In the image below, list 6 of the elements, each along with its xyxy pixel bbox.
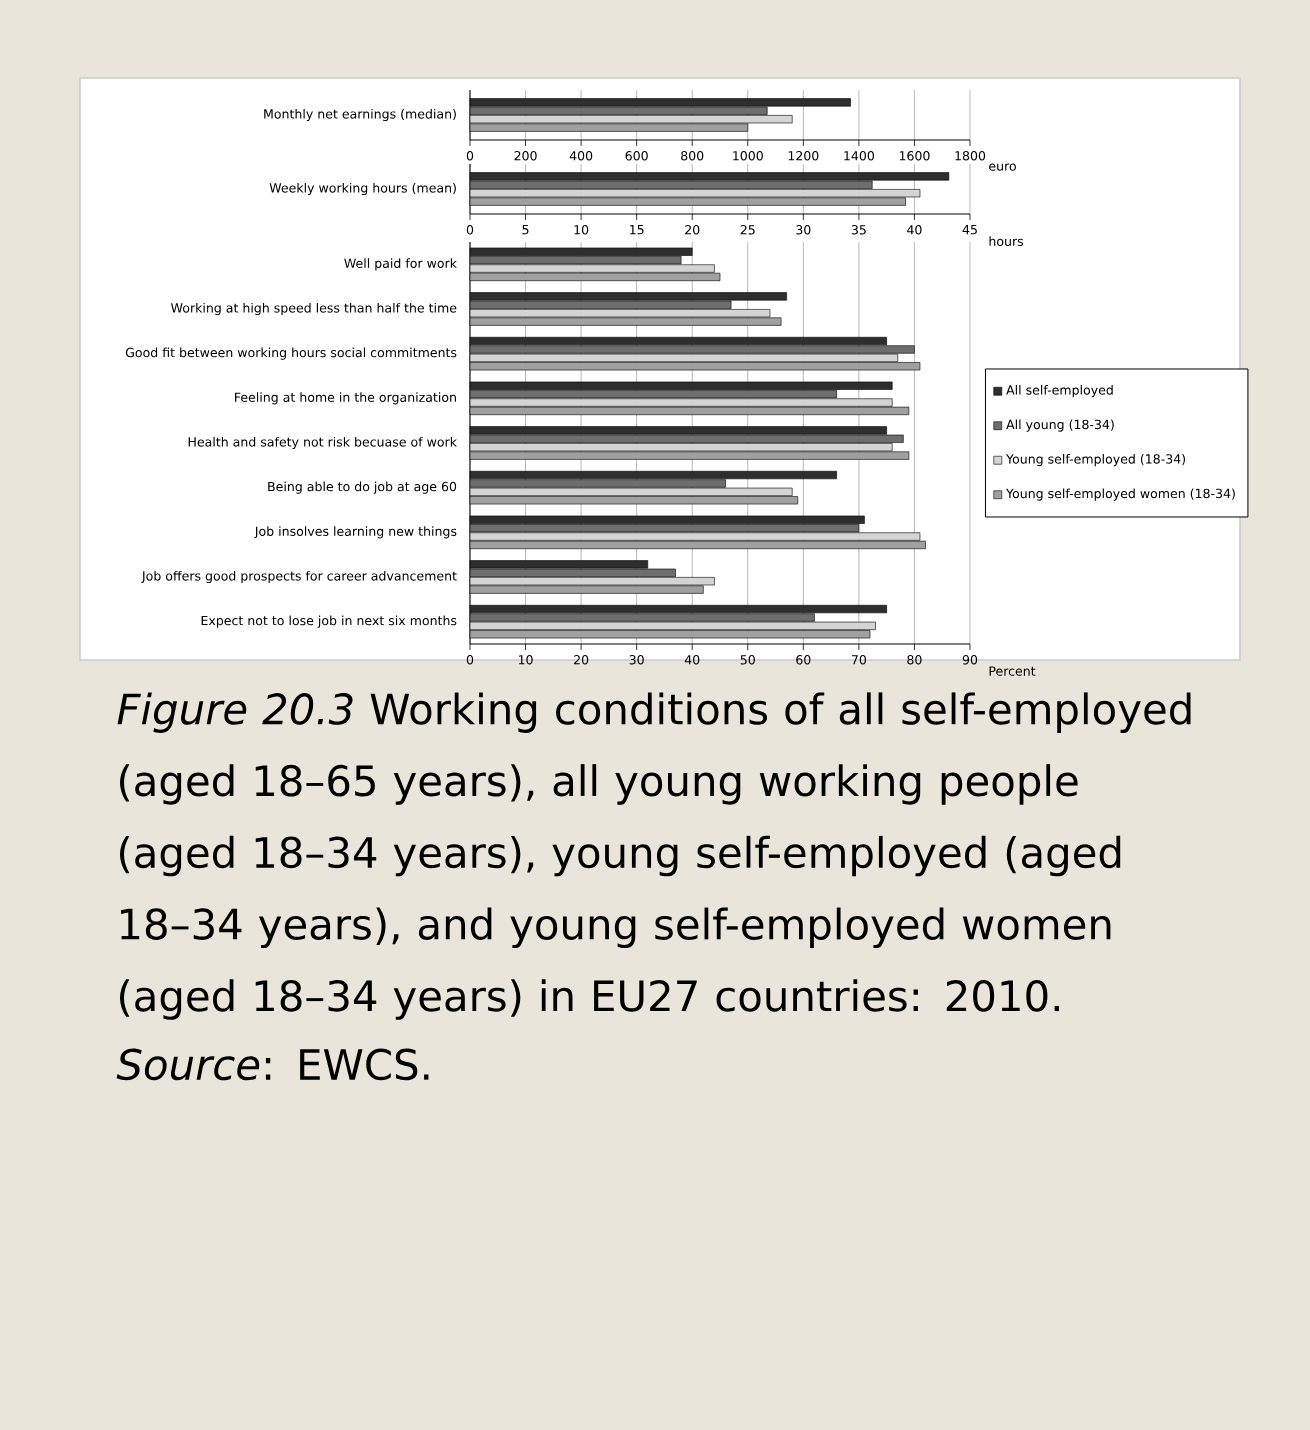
bar <box>469 264 715 273</box>
bar <box>469 532 921 541</box>
text: Source: EWCS. <box>116 1048 429 1081</box>
text: Figure 20.3 Working conditions of all self-employed (aged 18–65 years), all young working people (aged 18–34 years), young self-employed (aged 18–34 years), and young self-employed women (aged 18–34 years) in EU27 countries: 2010. <box>117 692 1191 1020</box>
bar <box>469 345 915 354</box>
bar <box>469 434 904 443</box>
